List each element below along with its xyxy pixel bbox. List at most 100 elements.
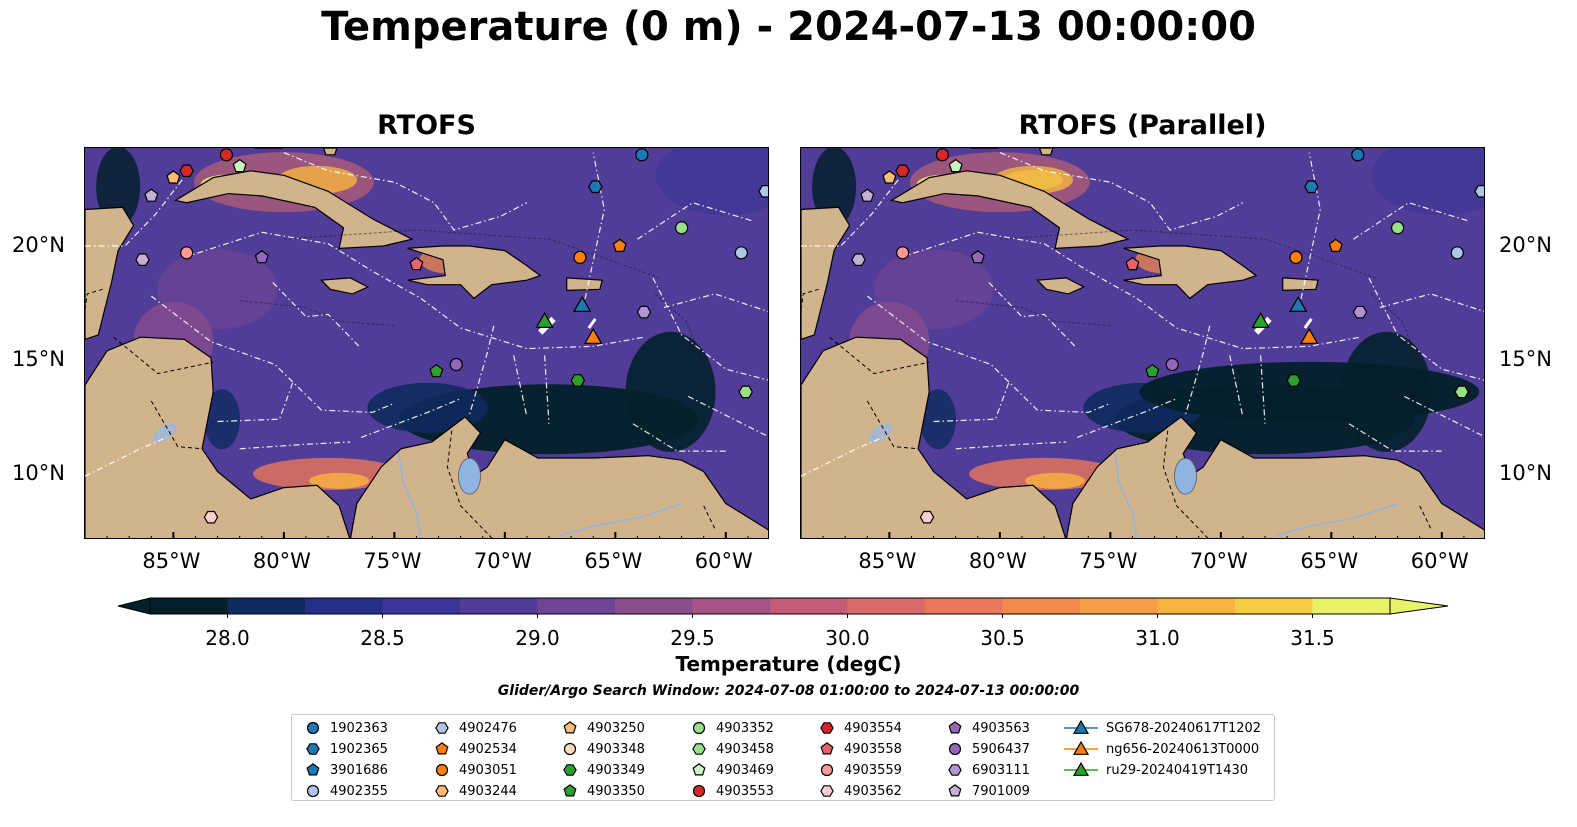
map-panel-rtofs[interactable] (84, 147, 769, 539)
pentagon-marker-icon (435, 742, 449, 755)
temperature-region (309, 472, 370, 489)
figure-title: Temperature (0 m) - 2024-07-13 00:00:00 (321, 4, 1256, 50)
river (559, 502, 682, 537)
pentagon-icon (563, 784, 577, 797)
pentagon-marker-icon (306, 763, 320, 776)
eez-boundary (1229, 355, 1244, 418)
lon-tick-label: 85°W (858, 549, 917, 573)
circle-icon (948, 742, 962, 756)
legend-entry: 4903348 (561, 739, 645, 759)
eez-boundary (1403, 395, 1484, 438)
hexagon-marker-icon (306, 743, 320, 755)
triangle-icon (1072, 719, 1090, 734)
legend-label: 4903458 (716, 741, 774, 757)
colorbar-tick-label: 28.5 (360, 626, 405, 650)
temperature-region (655, 148, 768, 216)
colorbar-segment (1312, 598, 1391, 614)
hexagon-icon (820, 722, 834, 734)
pentagon-marker-icon (820, 742, 834, 755)
colorbar-segment (150, 598, 228, 614)
glider-marker (572, 296, 592, 312)
legend-entry: 1902363 (304, 718, 388, 738)
legend-label: 4903558 (844, 741, 902, 757)
circle-icon (306, 721, 320, 735)
eez-boundary (632, 423, 726, 452)
hexagon-marker-icon (692, 743, 706, 755)
land-south-america (1065, 416, 1484, 538)
land-south-america (349, 416, 768, 538)
argo-float-marker (570, 374, 586, 387)
argo-float-marker (1145, 363, 1160, 378)
legend-entry: 4903051 (433, 760, 517, 780)
legend-label: 4903553 (716, 783, 774, 799)
lon-tick-label: 70°W (1189, 549, 1248, 573)
circle-icon (692, 721, 706, 735)
argo-float-marker (612, 238, 627, 252)
legend-entry: 4903558 (818, 739, 902, 759)
legend-label: 4902534 (459, 741, 517, 757)
pentagon-icon (435, 742, 449, 755)
country-border (150, 400, 203, 450)
legend-entry: 4903554 (818, 718, 902, 738)
lon-tick-label: 75°W (1079, 549, 1138, 573)
circle-marker-icon (820, 763, 834, 777)
argo-float-marker (1328, 238, 1343, 252)
glider-marker (583, 327, 603, 344)
legend-label: 4903352 (716, 720, 774, 736)
argo-float-marker (948, 158, 963, 173)
legend-entry: 6903111 (946, 760, 1030, 780)
map-panel-rtofs-parallel[interactable] (800, 147, 1485, 539)
colorbar-tick-label: 29.0 (515, 626, 560, 650)
eez-boundary (1260, 355, 1266, 424)
colorbar-svg (117, 597, 1449, 618)
legend-entry: 4903250 (561, 718, 645, 738)
hexagon-icon (563, 764, 577, 776)
hexagon-marker-icon (948, 764, 962, 776)
argo-float-marker (860, 188, 875, 202)
map-svg (801, 148, 1484, 538)
temperature-region (1139, 361, 1480, 422)
colorbar-frame (149, 597, 1391, 615)
legend-entry: 4903350 (561, 781, 645, 801)
colorbar-segment (615, 598, 693, 614)
lon-tick-label: 60°W (694, 549, 753, 573)
legend-entry: ru29-20240419T1430 (1064, 760, 1248, 780)
pentagon-icon (306, 763, 320, 776)
argo-float-marker (588, 180, 603, 194)
land-jamaica (1036, 277, 1086, 295)
legend-entry: 4903458 (690, 739, 774, 759)
temperature-region (96, 148, 141, 227)
map-svg (85, 148, 768, 538)
argo-float-marker (254, 250, 269, 264)
glider-track (587, 318, 597, 329)
country-border (1419, 505, 1432, 529)
legend-label: 1902363 (330, 720, 388, 736)
argo-float-marker (734, 246, 748, 260)
river (1275, 502, 1398, 537)
country-border (866, 400, 919, 450)
legend-label: 4903469 (716, 762, 774, 778)
legend-label: 4902476 (459, 720, 517, 736)
triangle-marker-icon (1064, 740, 1098, 755)
legend-entry: 4903352 (690, 718, 774, 738)
pentagon-marker-icon (563, 784, 577, 797)
colorbar-segment (382, 598, 461, 614)
colorbar-segment (227, 598, 306, 614)
colorbar-tick-label: 30.5 (980, 626, 1025, 650)
river (1114, 453, 1138, 538)
circle-icon (306, 784, 320, 798)
temperature-region (157, 249, 278, 330)
lake-nicaragua (152, 423, 177, 443)
legend-label: 4903563 (972, 720, 1030, 736)
lon-tick-label: 65°W (584, 549, 643, 573)
argo-float-marker (882, 170, 897, 184)
legend: 1902363 1902365 3901686 4902355 4902476 49025… (291, 714, 1275, 801)
lon-tick-label: 80°W (968, 549, 1027, 573)
land-cuba (173, 170, 414, 249)
circle-marker-icon (948, 742, 962, 756)
country-border (1162, 430, 1209, 538)
argo-float-marker (449, 357, 463, 372)
legend-label: SG678-20240617T1202 (1106, 720, 1262, 736)
lat-tick-right: 15°N (1499, 347, 1552, 371)
circle-icon (692, 784, 706, 798)
